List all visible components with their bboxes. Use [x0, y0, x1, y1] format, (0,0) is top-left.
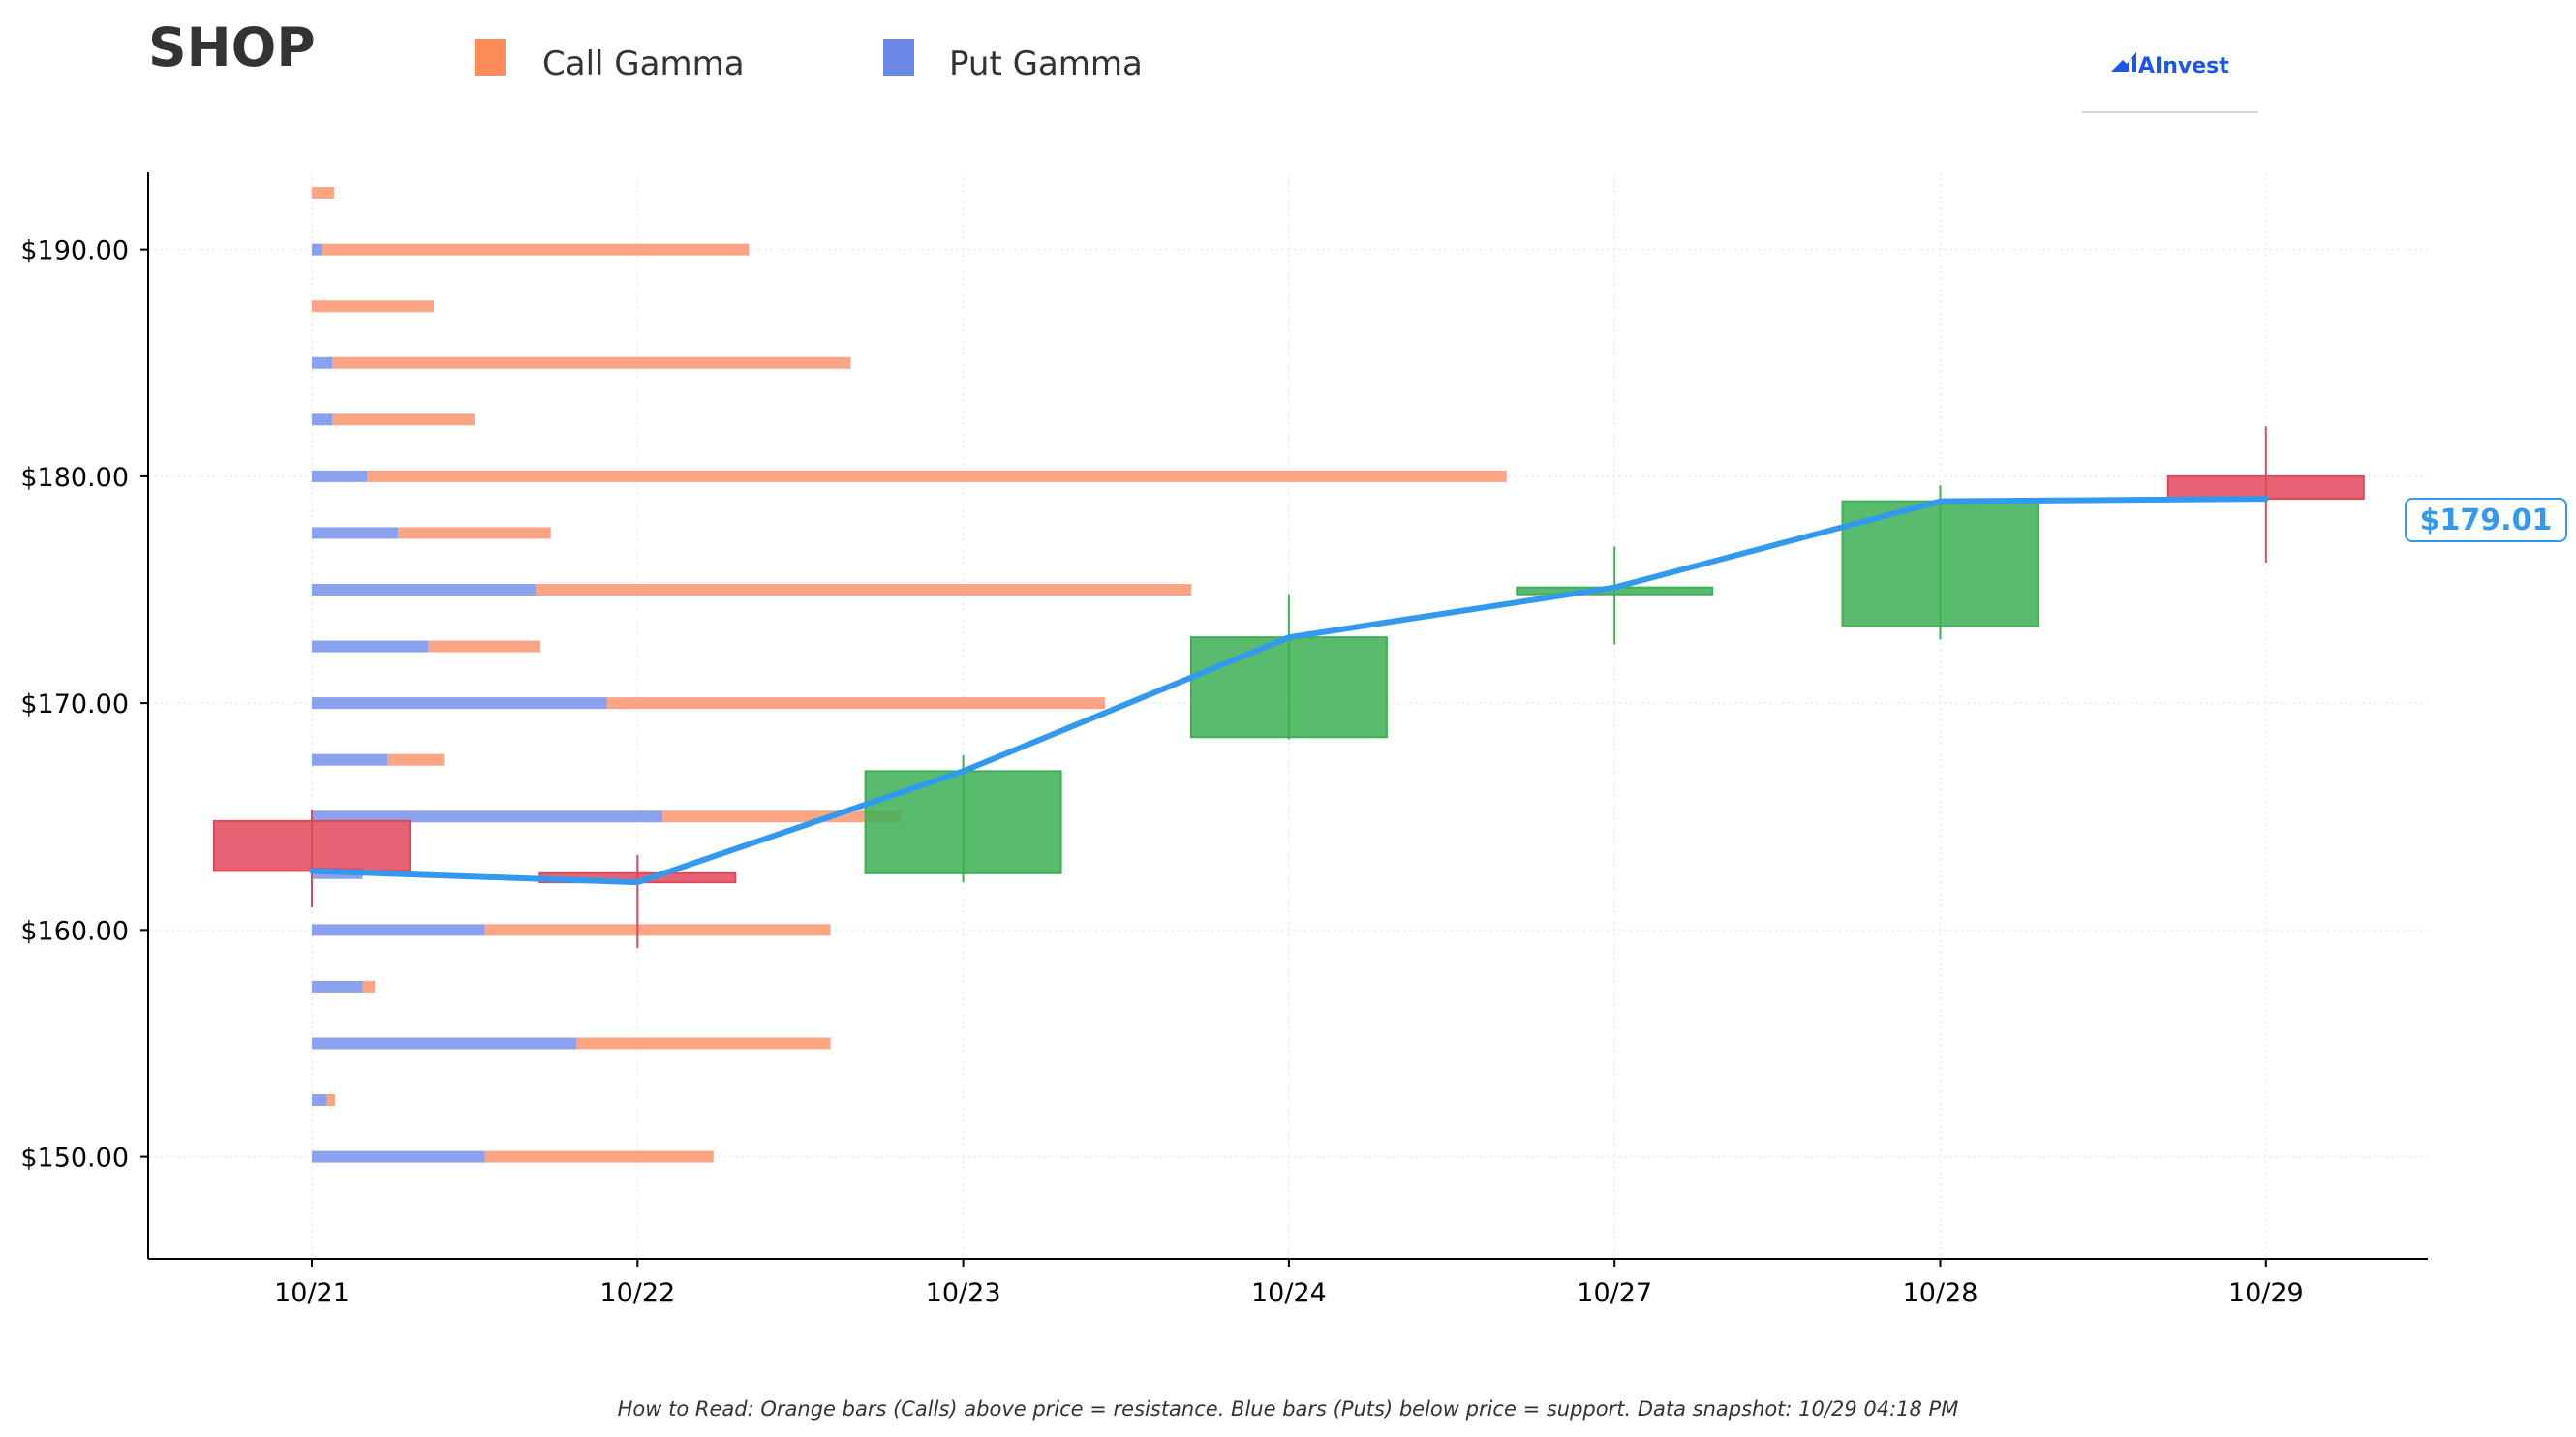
put-gamma-bar: [312, 413, 332, 426]
call-gamma-bar: [332, 413, 475, 426]
call-gamma-bar: [312, 300, 434, 313]
put-gamma-bar: [312, 243, 322, 256]
y-tick-label: $150.00: [20, 1144, 129, 1174]
put-gamma-bar: [312, 697, 607, 710]
call-gamma-bar: [428, 640, 541, 653]
legend: Call Gamma Put Gamma: [475, 39, 1143, 83]
last-price-box: [2405, 498, 2567, 542]
brand-logo: AInvest: [2082, 52, 2258, 113]
put-gamma-legend-label: Put Gamma: [949, 45, 1143, 83]
put-gamma-bar: [312, 1094, 327, 1107]
x-tick-label: 10/23: [926, 1278, 1001, 1308]
brand-name: AInvest: [2138, 54, 2229, 78]
price-line-layer: [309, 496, 2269, 886]
put-gamma-bar: [312, 1150, 485, 1163]
x-tick-label: 10/24: [1251, 1278, 1327, 1308]
call-gamma-bar: [398, 527, 551, 539]
last-price-badge: $179.01: [2405, 498, 2567, 542]
x-tick-label: 10/22: [599, 1278, 675, 1308]
call-gamma-bar: [362, 980, 376, 993]
x-tick-label: 10/21: [274, 1278, 350, 1308]
call-gamma-bar: [312, 187, 335, 199]
call-gamma-bar: [576, 1037, 831, 1050]
y-ticks: $150.00 $160.00 $170.00 $180.00 $190.00: [20, 236, 148, 1174]
call-gamma-bar: [322, 243, 750, 256]
put-gamma-bar: [312, 640, 429, 653]
put-gamma-bar: [312, 1037, 576, 1050]
put-gamma-bar: [312, 356, 332, 369]
put-gamma-bar: [312, 583, 536, 596]
x-ticks: 10/21 10/22 10/23 10/24 10/27 10/28 10/29: [274, 1259, 2304, 1308]
footnote: How to Read: Orange bars (Calls) above p…: [618, 1397, 1959, 1421]
call-gamma-bar: [326, 1094, 336, 1107]
candlesticks: [213, 426, 2365, 949]
call-gamma-bar: [606, 697, 1105, 710]
price-line: [309, 496, 2269, 886]
call-gamma-bar: [536, 583, 1192, 596]
put-gamma-bar: [312, 527, 399, 539]
chart-title: SHOP: [148, 16, 316, 78]
put-gamma-legend-swatch: [883, 39, 914, 76]
put-gamma-bar: [312, 810, 663, 823]
y-tick-label: $190.00: [20, 236, 129, 266]
call-gamma-bar: [332, 356, 851, 369]
gamma-bars: [312, 187, 1507, 1163]
put-gamma-bar: [312, 470, 368, 482]
last-price-label: $179.01: [2420, 504, 2553, 537]
call-gamma-bar: [367, 470, 1507, 482]
put-gamma-bar: [312, 924, 485, 936]
put-gamma-bar: [312, 753, 388, 766]
x-tick-label: 10/29: [2228, 1278, 2304, 1308]
call-gamma-legend-swatch: [475, 39, 506, 76]
y-tick-label: $170.00: [20, 689, 129, 719]
ainvest-logo-icon: [2111, 52, 2136, 72]
call-gamma-bar: [484, 1150, 714, 1163]
x-tick-label: 10/28: [1903, 1278, 1978, 1308]
call-gamma-legend-label: Call Gamma: [542, 45, 745, 83]
y-tick-label: $160.00: [20, 916, 129, 946]
call-gamma-bar: [484, 924, 831, 936]
call-gamma-bar: [387, 753, 445, 766]
put-gamma-bar: [312, 980, 363, 993]
y-tick-label: $180.00: [20, 463, 129, 493]
x-tick-label: 10/27: [1577, 1278, 1652, 1308]
